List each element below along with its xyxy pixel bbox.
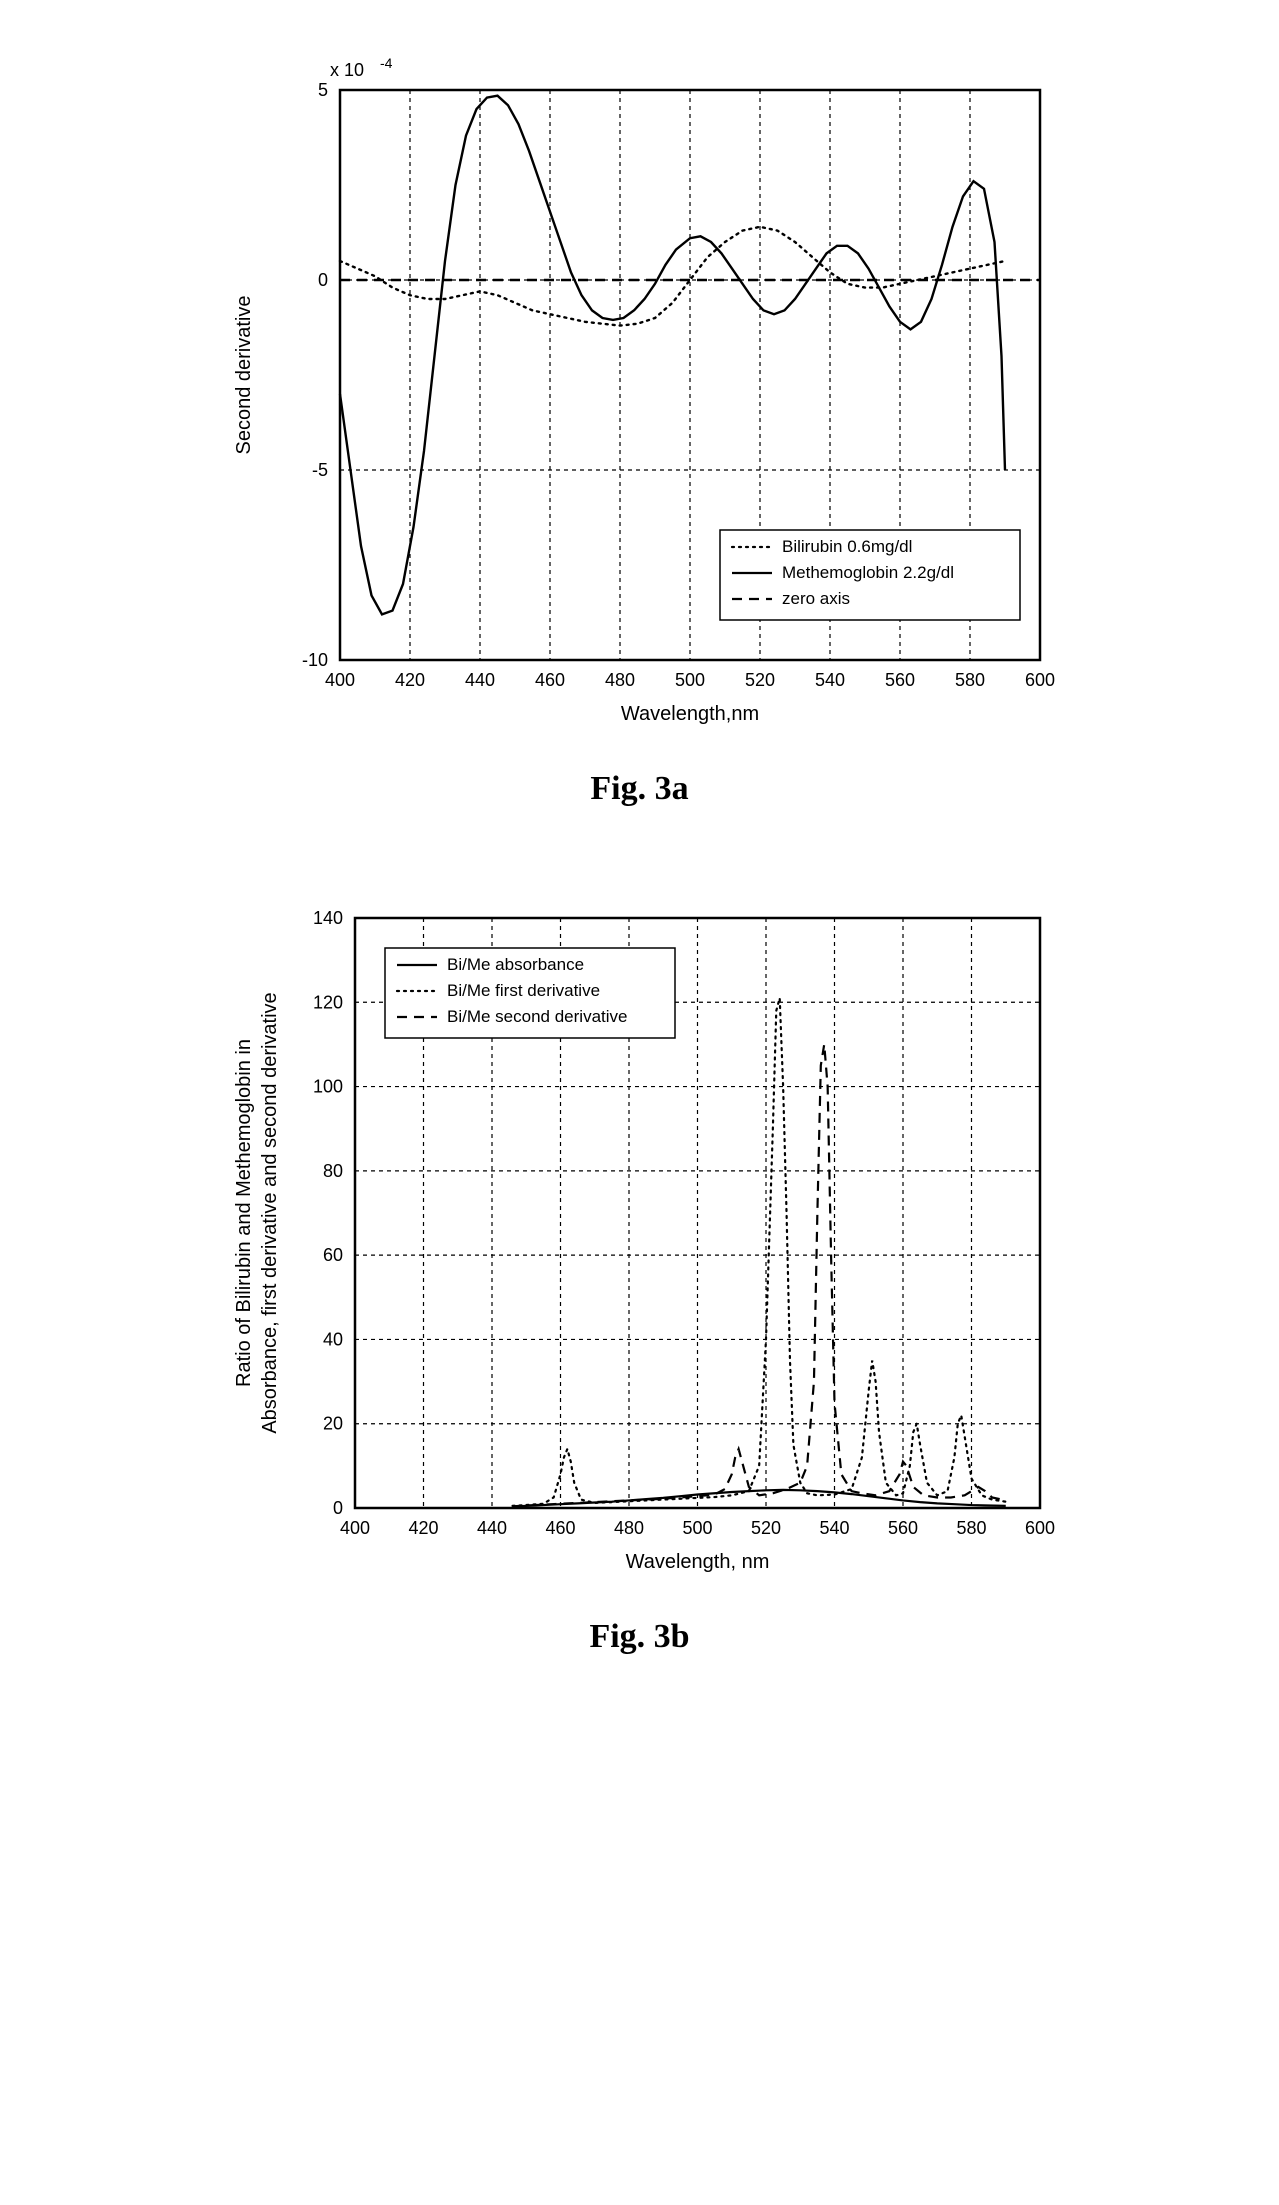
y-tick-label: 5 [317,80,327,100]
series-second-derivative [512,1044,1005,1506]
x-tick-label: 500 [682,1518,712,1538]
y-tick-label: 0 [332,1498,342,1518]
legend-label: Bi/Me absorbance [447,955,584,974]
x-tick-label: 540 [814,670,844,690]
legend-label: Bilirubin 0.6mg/dl [782,537,912,556]
y-tick-label: 80 [322,1161,342,1181]
series-absorbance [512,1490,1005,1507]
x-tick-label: 580 [954,670,984,690]
y-axis-label-1: Ratio of Bilirubin and Methemoglobin in [233,1039,255,1387]
x-axis-label: Wavelength,nm [620,703,758,725]
x-tick-label: 500 [674,670,704,690]
y-tick-label: 60 [322,1245,342,1265]
x-tick-label: 540 [819,1518,849,1538]
figure-a-caption: Fig. 3a [180,770,1100,808]
y-axis-label-2: Absorbance, first derivative and second … [259,992,281,1433]
chart-a-svg: 400 420 440 460 480 500 520 540 560 580 600 -10 -5 0 5… [210,40,1070,740]
legend-label: zero axis [782,589,850,608]
series-first-derivative [512,998,1005,1506]
x-tick-label: 440 [476,1518,506,1538]
x-tick-label: 520 [744,670,774,690]
x-tick-label: 460 [545,1518,575,1538]
x-tick-label: 420 [408,1518,438,1538]
figure-b-caption: Fig. 3b [180,1618,1100,1656]
legend-label: Methemoglobin 2.2g/dl [782,563,954,582]
x-tick-label: 400 [324,670,354,690]
x-tick-label: 600 [1024,1518,1054,1538]
x-tick-label: 480 [604,670,634,690]
legend-label: Bi/Me second derivative [447,1007,627,1026]
x-tick-label: 440 [464,670,494,690]
x-axis-label: Wavelength, nm [625,1551,769,1573]
y-tick-label: 40 [322,1329,342,1349]
y-tick-label: -10 [301,650,327,670]
x-tick-label: 600 [1024,670,1054,690]
x-tick-label: 580 [956,1518,986,1538]
y-axis-label: Second derivative [233,296,255,455]
y-tick-label: 20 [322,1414,342,1434]
legend-label: Bi/Me first derivative [447,981,600,1000]
y-tick-label: 140 [312,908,342,928]
x-tick-label: 420 [394,670,424,690]
x-tick-label: 460 [534,670,564,690]
x-tick-label: 480 [613,1518,643,1538]
chart-b-svg: 400 420 440 460 480 500 520 540 560 580 600 0 20 40 60… [210,888,1070,1588]
y-multiplier: x 10 [330,60,364,80]
x-tick-label: 520 [750,1518,780,1538]
y-tick-label: 100 [312,1077,342,1097]
y-tick-label: -5 [311,460,327,480]
x-tick-label: 560 [884,670,914,690]
y-tick-label: 120 [312,992,342,1012]
figure-a: 400 420 440 460 480 500 520 540 560 580 600 -10 -5 0 5… [180,40,1100,808]
x-tick-label: 560 [887,1518,917,1538]
x-tick-label: 400 [339,1518,369,1538]
y-multiplier-sup: -4 [380,55,393,71]
figure-b: 400 420 440 460 480 500 520 540 560 580 600 0 20 40 60… [180,888,1100,1656]
y-tick-label: 0 [317,270,327,290]
